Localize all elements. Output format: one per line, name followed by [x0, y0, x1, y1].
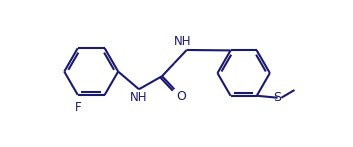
Text: F: F [74, 101, 81, 114]
Text: NH: NH [130, 91, 148, 104]
Text: NH: NH [174, 35, 192, 49]
Text: O: O [176, 90, 186, 103]
Text: S: S [274, 91, 282, 104]
